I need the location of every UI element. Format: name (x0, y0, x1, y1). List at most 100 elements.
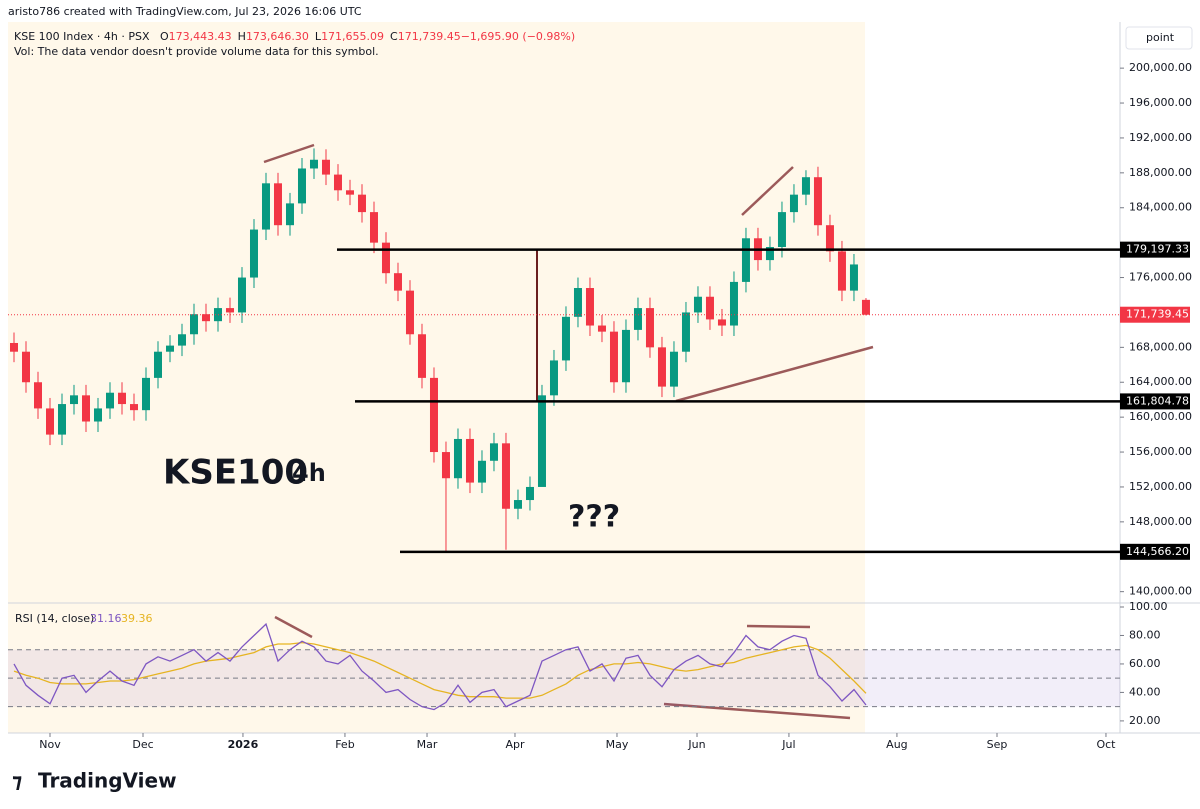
candle-body (249, 229, 258, 278)
x-tick-label: Jul (781, 738, 795, 751)
candle-body (549, 360, 558, 396)
candle-body (57, 404, 66, 435)
candle-body (465, 438, 474, 483)
scale-mode[interactable]: point (1146, 31, 1175, 44)
x-tick-label: Mar (417, 738, 438, 751)
x-tick-label: 2026 (228, 738, 259, 751)
candle-body (81, 395, 90, 422)
y-tick-label: 60.00 (1129, 657, 1161, 670)
rsi-title: RSI (14, close) (15, 612, 94, 625)
y-tick-label: 196,000.00 (1129, 96, 1192, 109)
ohlc-legend: O173,443.43 H173,646.30 L171,655.09 C171,73… (160, 30, 575, 43)
legend-value: 171,655.09 (321, 30, 384, 43)
candle-body (93, 408, 102, 422)
candle-body (765, 247, 774, 261)
credit: aristo786 created with TradingView.com, … (8, 5, 362, 18)
candle-body (69, 395, 78, 405)
legend-value: 173,646.30 (246, 30, 309, 43)
candle-body (225, 308, 234, 313)
candle-body (801, 177, 810, 195)
x-tick-label: Jun (687, 738, 705, 751)
candle-body (177, 334, 186, 346)
candle-body (645, 308, 654, 348)
annotation: KSE100 (163, 453, 308, 493)
rsi-legend-value: 31.16 (90, 612, 122, 625)
legend-value: 171,739.45 (398, 30, 461, 43)
y-tick-label: 160,000.00 (1129, 410, 1192, 423)
symbol: KSE 100 Index · 4h · PSX (14, 30, 150, 43)
candle-body (381, 242, 390, 274)
candle-body (777, 212, 786, 248)
x-tick-label: Dec (132, 738, 153, 751)
candle-body (309, 159, 318, 169)
plot: 140,000.00 148,000.00 152,000.00 156,000.00… (8, 61, 1192, 751)
trend-line (675, 345, 874, 403)
candle-body (9, 342, 18, 352)
trend-line (274, 615, 313, 639)
level-label: 144,566.20 (1126, 545, 1189, 558)
candle-body (837, 251, 846, 291)
last-price-label: 171,739.45 (1126, 308, 1189, 321)
candle-body (705, 296, 714, 320)
rsi-band (8, 649, 1120, 707)
candle-body (609, 331, 618, 383)
candle-body (261, 183, 270, 230)
legend-value: 173,443.43 (169, 30, 232, 43)
candle-body (393, 273, 402, 291)
candle-body (669, 351, 678, 387)
candle-body (477, 460, 486, 483)
candle-body (441, 452, 450, 479)
y-tick-label: 100.00 (1129, 600, 1168, 613)
candle-body (129, 404, 138, 411)
candle-body (273, 183, 282, 226)
candle-body (45, 408, 54, 435)
level-label-box (1120, 393, 1190, 410)
y-tick-label: 192,000.00 (1129, 131, 1192, 144)
candle-body (729, 281, 738, 326)
candle-body (741, 238, 750, 282)
candle-body (789, 194, 798, 213)
candle-body (429, 377, 438, 453)
y-tick-label: 140,000.00 (1129, 585, 1192, 598)
candle-body (861, 299, 870, 315)
candle-body (357, 194, 366, 213)
candle-body (153, 351, 162, 378)
candle-body (597, 325, 606, 332)
candle-body (141, 377, 150, 411)
trend-line (746, 624, 811, 629)
candle-body (681, 312, 690, 352)
scale-mode-button[interactable] (1125, 26, 1193, 50)
candle-body (21, 351, 30, 383)
candle-body (213, 308, 222, 322)
legend-key: L (315, 30, 322, 43)
y-tick-label: 156,000.00 (1129, 445, 1192, 458)
annotation: 4h (292, 459, 326, 487)
candle-body (849, 264, 858, 291)
candle-body (417, 334, 426, 378)
volume-note: Vol: The data vendor doesn't provide vol… (14, 45, 379, 58)
candle-body (561, 316, 570, 361)
candle-body (657, 347, 666, 387)
candle-body (285, 203, 294, 226)
y-tick-label: 148,000.00 (1129, 515, 1192, 528)
candle-body (693, 296, 702, 313)
y-tick-label: 20.00 (1129, 714, 1161, 727)
legend-key: C (390, 30, 398, 43)
y-tick-label: 164,000.00 (1129, 375, 1192, 388)
level-label-box (1120, 543, 1190, 560)
session-highlight (8, 22, 865, 733)
legend-key: H (238, 30, 246, 43)
candle-body (333, 174, 342, 191)
candle-body (345, 190, 354, 195)
candle-body (537, 395, 546, 487)
candle-body (525, 486, 534, 501)
last-price-box (1120, 306, 1190, 323)
candle-body (621, 329, 630, 383)
level-label: 161,804.78 (1126, 394, 1189, 407)
candle-body (813, 177, 822, 226)
legend-value: −1,695.90 (−0.98%) (461, 30, 575, 43)
x-tick-label: Oct (1096, 738, 1116, 751)
y-tick-label: 80.00 (1129, 628, 1161, 641)
candle-body (717, 319, 726, 326)
